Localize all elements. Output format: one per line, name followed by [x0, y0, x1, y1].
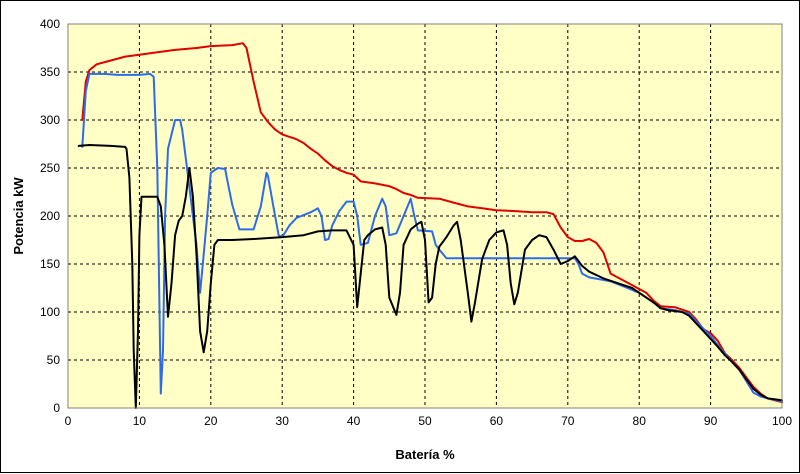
y-tick-label: 0 [53, 401, 60, 415]
x-tick-label: 50 [418, 414, 432, 428]
y-tick-label: 300 [40, 113, 60, 127]
x-tick-label: 40 [347, 414, 361, 428]
y-tick-label: 250 [40, 161, 60, 175]
series-line-2 [81, 72, 783, 403]
series-line-1 [81, 42, 783, 404]
y-tick-label: 200 [40, 209, 60, 223]
tick-labels: 0 10 20 30 40 50 60 70 80 90 100 0 50 100 150 200 250 300… [40, 17, 792, 428]
series-line-3 [77, 144, 783, 409]
y-tick-label: 400 [40, 17, 60, 31]
x-axis-title: Batería % [395, 447, 455, 462]
x-tick-label: 30 [276, 414, 290, 428]
x-tick-label: 0 [65, 414, 72, 428]
y-tick-label: 350 [40, 65, 60, 79]
x-tick-label: 80 [633, 414, 647, 428]
grid [68, 24, 782, 408]
x-tick-label: 10 [133, 414, 147, 428]
y-axis-title: Potencia kW [11, 177, 26, 255]
x-tick-label: 20 [204, 414, 218, 428]
x-tick-label: 70 [561, 414, 575, 428]
x-tick-label: 90 [704, 414, 718, 428]
y-tick-label: 100 [40, 305, 60, 319]
plot-frame [67, 23, 783, 409]
y-tick-label: 50 [47, 353, 61, 367]
y-tick-label: 150 [40, 257, 60, 271]
x-tick-label: 60 [490, 414, 504, 428]
x-tick-label: 100 [772, 414, 792, 428]
series-layer [77, 42, 783, 409]
